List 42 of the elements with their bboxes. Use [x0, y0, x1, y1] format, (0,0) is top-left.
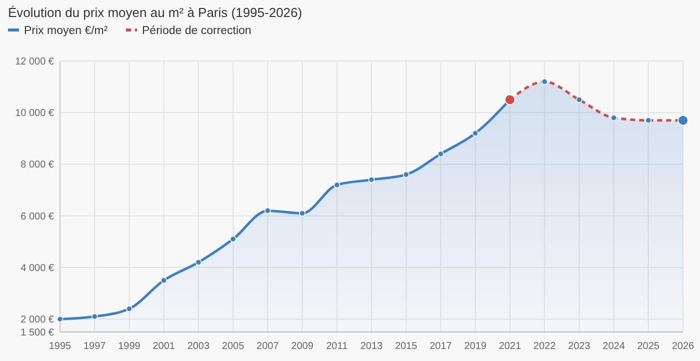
point	[368, 176, 375, 183]
point	[472, 130, 479, 136]
x-tick-label: 2009	[291, 341, 314, 352]
point	[160, 277, 168, 284]
x-tick-label: 2026	[672, 341, 695, 352]
x-tick-label: 1995	[48, 341, 72, 352]
chart-title: Évolution du prix moyen au m² à Paris (1995-2026)	[8, 5, 302, 20]
legend-label: Prix moyen €/m²	[24, 25, 108, 37]
x-tick-label: 2003	[187, 341, 210, 352]
x-tick-label: 2013	[360, 341, 384, 352]
x-tick-label: 2022	[533, 341, 556, 352]
point	[195, 259, 202, 266]
y-tick-label: 12 000 €	[15, 56, 54, 68]
x-tick-label: 2024	[602, 341, 626, 352]
y-tick-label: 10 000 €	[15, 108, 54, 120]
point	[299, 210, 306, 216]
point	[56, 316, 64, 322]
point	[91, 313, 98, 320]
y-tick-label: 2 000 €	[20, 314, 54, 326]
point	[438, 150, 444, 158]
legend-label: Période de correction	[142, 25, 252, 37]
point	[126, 306, 132, 312]
x-tick-label: 1999	[118, 341, 141, 352]
point	[334, 182, 340, 188]
point	[402, 171, 410, 178]
x-tick-label: 2001	[152, 341, 176, 352]
x-tick-label: 2025	[637, 341, 660, 352]
x-tick-label: 2019	[464, 341, 487, 352]
point	[230, 236, 236, 242]
y-tick-label: 1 500 €	[20, 328, 54, 338]
y-tick-label: 4 000 €	[20, 262, 54, 274]
point	[264, 207, 271, 214]
x-tick-label: 2005	[222, 341, 245, 352]
y-tick-label: 8 000 €	[20, 160, 54, 171]
x-tick-label: 1997	[83, 341, 106, 352]
y-tick-label: 6 000 €	[20, 211, 54, 222]
x-tick-label: 2015	[394, 341, 418, 352]
x-tick-label: 2007	[256, 341, 280, 352]
x-tick-label: 2011	[326, 341, 348, 352]
x-tick-label: 2023	[568, 341, 591, 352]
x-tick-label: 2017	[430, 341, 452, 352]
x-tick-label: 2021	[498, 341, 522, 352]
